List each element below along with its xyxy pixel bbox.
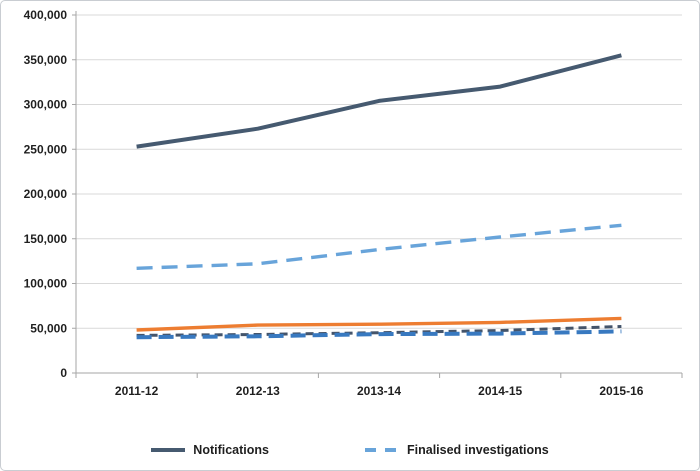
y-axis-label: 300,000 [24, 98, 68, 112]
legend-label-notifications: Notifications [193, 443, 269, 457]
y-axis-label: 250,000 [24, 142, 68, 156]
series-line-notifications [136, 53, 622, 149]
legend-line-sample-notifications [151, 448, 186, 452]
y-axis-label: 50,000 [30, 321, 67, 335]
series-line-finalised-investigations [136, 223, 622, 270]
series-line-unlabelled-blue-long-dash-line [136, 329, 622, 340]
x-axis-label: 2013-14 [357, 384, 401, 398]
series-line-unlabelled-orange-solid-line [136, 316, 622, 332]
y-axis-label: 150,000 [24, 232, 68, 246]
y-axis-label: 350,000 [24, 53, 68, 67]
x-axis-label: 2011-12 [115, 384, 159, 398]
x-axis-label: 2015-16 [599, 384, 643, 398]
legend-line-sample-finalised-investigations [365, 448, 399, 452]
y-axis-label: 0 [60, 366, 67, 380]
legend-item-finalised-investigations: Finalised investigations [365, 443, 549, 457]
line-chart: 0 50,000 100,000 150,000 200,000 250,000 300,0… [24, 8, 683, 398]
legend-item-notifications: Notifications [151, 443, 269, 457]
legend-label-finalised-investigations: Finalised investigations [407, 443, 549, 457]
x-axis-label: 2014-15 [478, 384, 522, 398]
legend: Notifications Finalised investigations [1, 443, 699, 457]
x-axis-label: 2012-13 [236, 384, 280, 398]
y-axis-label: 400,000 [24, 8, 68, 22]
y-axis-label: 100,000 [24, 277, 68, 291]
y-axis-label: 200,000 [24, 187, 68, 201]
